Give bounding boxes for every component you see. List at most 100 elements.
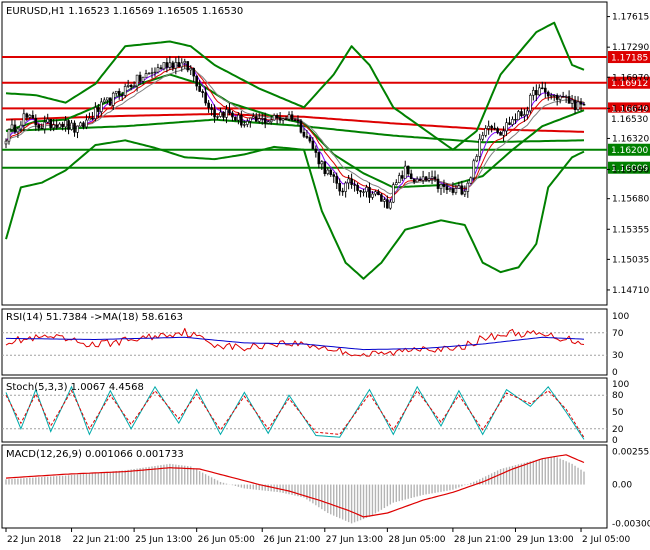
price-panel[interactable]: EURUSD,H1 1.16523 1.16569 1.16505 1.1653… (1, 1, 608, 306)
candle-body (281, 118, 285, 121)
candle-body (19, 124, 23, 130)
candle-body (275, 115, 279, 119)
candle-body (278, 117, 282, 121)
candle-body (386, 199, 389, 209)
candle-body (415, 178, 419, 183)
candle-body (502, 130, 505, 136)
rsi-tick-label-2: 30 (612, 351, 624, 361)
candle-body (94, 107, 97, 119)
time-tick-label-9: 2 Jul 05:00 (582, 535, 631, 545)
level-tag-3 (608, 143, 650, 156)
candle-body (150, 72, 154, 74)
price-axis: 1.17185 1.16912 1.16639 1.16200 1.16009 1.165… (607, 13, 650, 530)
candle-body (555, 95, 559, 100)
candle-body (347, 178, 350, 184)
candle-body (403, 165, 407, 179)
candle-body (120, 94, 124, 96)
macd-panel[interactable]: MACD(12,26,9) 0.001066 0.001733 (1, 444, 608, 529)
candle-body (335, 176, 339, 184)
candle-body (368, 187, 371, 198)
candle-body (430, 176, 434, 179)
candle-body (535, 90, 538, 96)
candle-body (326, 169, 330, 174)
candle-body (457, 185, 461, 189)
last-price-tag (608, 112, 650, 125)
candle-body (475, 156, 479, 162)
candle-body (290, 114, 294, 121)
candle-body (406, 165, 410, 175)
candle-body (22, 113, 26, 126)
rsi-panel-frame (1, 308, 608, 376)
candle-body (540, 87, 544, 89)
candle-body (129, 84, 133, 88)
candle-body (82, 122, 85, 128)
macd-signal-line (5, 454, 585, 518)
price-tick-label-8: 1.15035 (612, 255, 649, 265)
price-tick-label-1: 1.17290 (612, 43, 649, 53)
level-tag-label-3: 1.16200 (611, 146, 648, 156)
candle-body (31, 114, 35, 119)
candle-body (576, 101, 580, 110)
candle-body (228, 109, 231, 114)
candle-body (97, 107, 100, 112)
candle-body (46, 118, 50, 123)
candle-body (481, 135, 485, 140)
candle-body (25, 113, 29, 118)
candle-body (418, 178, 422, 181)
rsi-panel[interactable]: RSI(14) 51.7384 ->MA(18) 58.6163 (1, 308, 608, 376)
candle-body (302, 131, 306, 137)
candle-body (451, 188, 455, 193)
candle-body (117, 90, 121, 96)
candle-body (546, 91, 550, 97)
candle-body (323, 161, 327, 174)
candle-body (266, 121, 270, 124)
candle-body (88, 117, 91, 121)
candle-body (505, 122, 508, 132)
price-tick-label-6: 1.15680 (612, 195, 649, 205)
candle-body (499, 132, 502, 136)
level-tag-label-2: 1.16639 (611, 105, 648, 115)
candle-body (445, 186, 449, 191)
candle-body (478, 138, 482, 157)
candle-body (70, 122, 73, 130)
candle-body (260, 118, 264, 120)
candle-body (257, 118, 261, 122)
level-tag-label-0: 1.17185 (611, 54, 648, 64)
stochastic-panel[interactable]: Stoch(5,3,3) 1.0067 4.4568 (1, 377, 608, 443)
symbol-label: EURUSD,H1 1.16523 1.16569 1.16505 1.1653… (6, 6, 243, 17)
candle-body (573, 99, 577, 110)
candle-body (141, 76, 145, 82)
price-tick-label-4: 1.16320 (612, 134, 649, 144)
candle-body (320, 161, 324, 165)
candle-body (216, 116, 219, 118)
candle-body (296, 119, 300, 122)
candle-body (58, 123, 61, 128)
candle-body (484, 128, 487, 136)
candle-body (198, 85, 201, 92)
candle-body (487, 125, 490, 129)
candle-body (204, 92, 207, 104)
candle-body (132, 85, 136, 88)
time-tick-label-4: 26 Jun 21:00 (263, 535, 320, 545)
time-tick-label-3: 26 Jun 05:00 (198, 535, 255, 545)
candle-body (454, 188, 458, 193)
candle-body (490, 125, 493, 129)
candle-body (517, 111, 520, 120)
candle-body (67, 120, 70, 130)
candle-body (392, 184, 395, 203)
candle-body (549, 95, 553, 97)
candle-body (138, 74, 142, 82)
candle-body (311, 140, 315, 150)
candle-body (147, 72, 151, 75)
candle-body (183, 61, 187, 64)
candle-body (213, 109, 216, 118)
time-tick-label-2: 25 Jun 13:00 (135, 535, 192, 545)
stoch-tick-label-0: 100 (612, 380, 629, 390)
candle-body (380, 194, 383, 202)
candle-body (359, 190, 362, 193)
candle-body (16, 128, 20, 133)
candle-body (421, 176, 425, 181)
candle-body (108, 97, 112, 106)
candle-body (511, 119, 514, 125)
